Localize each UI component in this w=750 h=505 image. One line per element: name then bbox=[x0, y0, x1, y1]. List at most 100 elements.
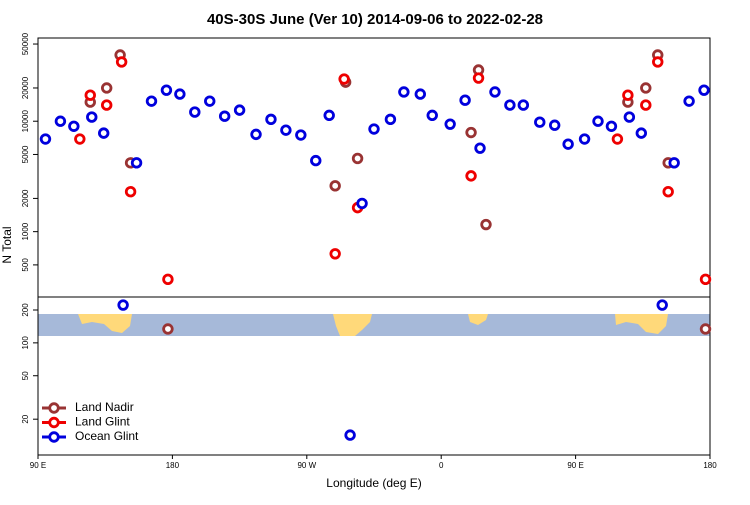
data-point bbox=[548, 119, 561, 131]
data-point bbox=[656, 299, 668, 311]
data-point bbox=[162, 273, 174, 286]
data-point bbox=[444, 118, 456, 130]
data-point bbox=[233, 104, 246, 116]
x-tick-label: 90 E bbox=[567, 461, 583, 470]
land bbox=[468, 314, 488, 325]
y-tick-label: 20000 bbox=[21, 76, 30, 99]
data-point bbox=[640, 82, 652, 94]
y-tick-label: 500 bbox=[21, 258, 30, 272]
data-point bbox=[100, 82, 113, 94]
data-point bbox=[504, 99, 516, 111]
data-point bbox=[517, 99, 530, 111]
data-point bbox=[280, 124, 292, 136]
data-point bbox=[160, 84, 173, 96]
data-point bbox=[414, 88, 426, 100]
data-point bbox=[323, 109, 335, 122]
map-strip bbox=[38, 314, 710, 336]
data-point bbox=[100, 99, 113, 111]
data-point bbox=[329, 180, 341, 192]
land bbox=[333, 314, 372, 336]
x-axis-label: Longitude (deg E) bbox=[326, 476, 421, 490]
data-point bbox=[124, 186, 137, 198]
data-point bbox=[459, 94, 471, 106]
plot-frame bbox=[37, 37, 711, 456]
x-tick-label: 180 bbox=[703, 461, 717, 470]
y-tick-label: 2000 bbox=[21, 189, 30, 207]
ocean-band bbox=[38, 314, 710, 336]
legend-marker bbox=[48, 402, 60, 414]
data-point bbox=[115, 56, 128, 68]
data-point bbox=[204, 95, 216, 107]
data-point bbox=[145, 95, 158, 107]
data-point bbox=[623, 111, 636, 123]
data-point bbox=[472, 72, 485, 84]
data-point bbox=[640, 99, 652, 111]
data-point bbox=[117, 299, 129, 311]
data-point bbox=[592, 115, 604, 127]
x-tick-label: 90 E bbox=[30, 461, 46, 470]
data-point bbox=[54, 115, 67, 127]
data-point bbox=[474, 142, 486, 154]
y-tick-label: 10000 bbox=[21, 110, 30, 133]
data-point bbox=[605, 120, 618, 132]
legend-label: Land Nadir bbox=[75, 400, 134, 414]
data-point bbox=[98, 127, 110, 139]
legend-marker bbox=[48, 431, 60, 443]
data-point bbox=[384, 113, 397, 126]
data-point bbox=[480, 218, 492, 231]
data-point bbox=[465, 170, 477, 182]
data-point bbox=[86, 111, 98, 123]
y-axis-label: N Total bbox=[0, 226, 14, 263]
data-point bbox=[338, 73, 350, 85]
data-point bbox=[635, 127, 648, 139]
data-point bbox=[622, 89, 634, 101]
y-tick-label: 100 bbox=[21, 336, 30, 350]
data-point bbox=[578, 133, 591, 145]
data-point bbox=[534, 116, 546, 128]
data-point bbox=[465, 126, 477, 139]
legend-label: Ocean Glint bbox=[75, 429, 139, 443]
legend-label: Land Glint bbox=[75, 415, 130, 429]
data-point bbox=[562, 138, 574, 150]
data-point bbox=[265, 113, 277, 126]
data-point bbox=[84, 89, 96, 101]
data-point bbox=[344, 429, 356, 441]
data-point bbox=[162, 323, 174, 335]
data-point bbox=[699, 323, 712, 335]
data-point bbox=[189, 106, 201, 118]
y-tick-label: 50000 bbox=[21, 32, 30, 55]
data-point bbox=[218, 110, 231, 122]
land bbox=[615, 314, 668, 334]
data-point bbox=[174, 88, 186, 100]
data-point bbox=[250, 128, 262, 141]
data-point bbox=[698, 84, 710, 96]
legend-marker bbox=[48, 416, 60, 429]
x-tick-label: 0 bbox=[439, 461, 444, 470]
data-point bbox=[426, 109, 438, 122]
data-point bbox=[310, 154, 322, 167]
data-point bbox=[699, 273, 712, 286]
y-tick-label: 1000 bbox=[21, 222, 30, 240]
data-point bbox=[489, 86, 501, 98]
data-point bbox=[130, 157, 143, 169]
y-tick-label: 200 bbox=[21, 303, 30, 317]
data-point bbox=[329, 248, 341, 260]
data-point bbox=[611, 133, 624, 145]
y-tick-label: 20 bbox=[21, 414, 30, 423]
data-point bbox=[662, 186, 674, 198]
y-tick-label: 5000 bbox=[21, 145, 30, 163]
data-point bbox=[683, 95, 695, 107]
y-tick-label: 50 bbox=[21, 371, 30, 380]
data-point bbox=[351, 152, 364, 165]
data-point bbox=[652, 56, 664, 68]
data-point bbox=[295, 129, 307, 141]
chart-title: 40S-30S June (Ver 10) 2014-09-06 to 2022… bbox=[207, 11, 543, 28]
data-point bbox=[368, 123, 380, 135]
x-tick-label: 90 W bbox=[297, 461, 316, 470]
x-tick-label: 180 bbox=[166, 461, 180, 470]
data-point bbox=[39, 133, 52, 145]
data-point bbox=[356, 197, 368, 210]
data-point bbox=[74, 133, 86, 145]
data-point bbox=[398, 86, 410, 98]
